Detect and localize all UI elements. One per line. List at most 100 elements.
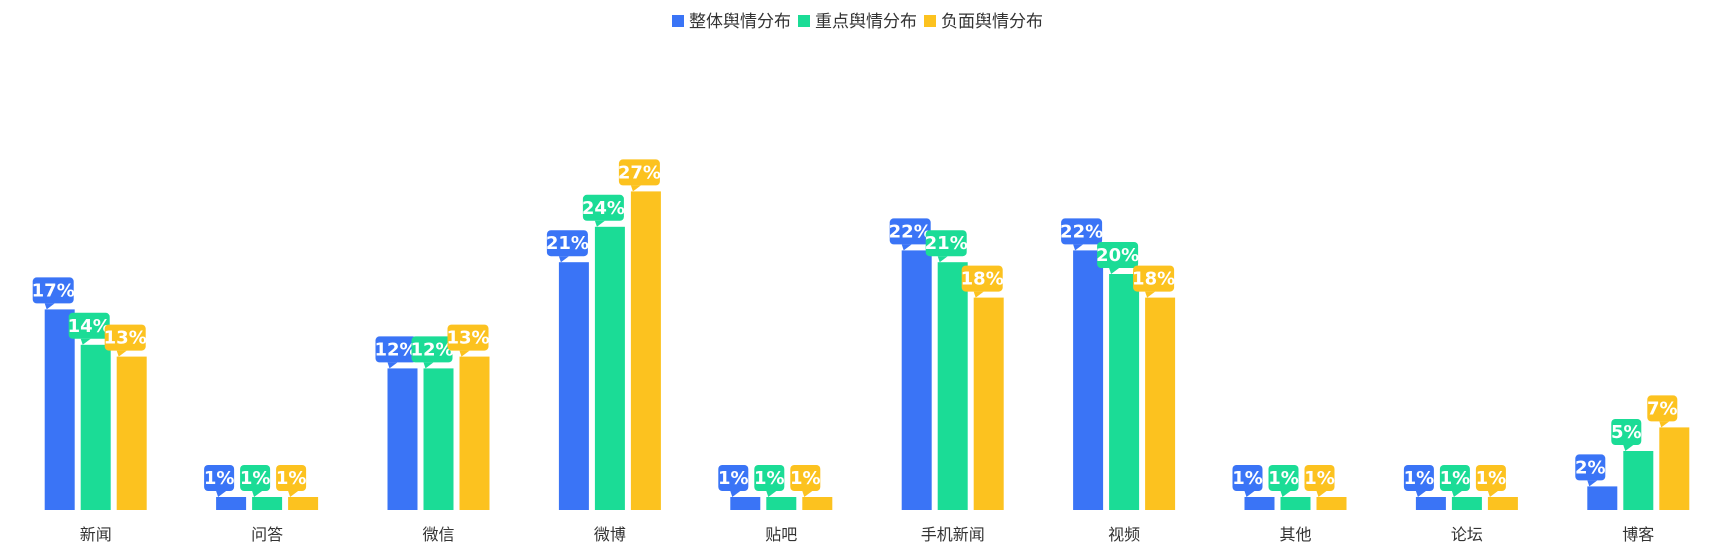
data-label-pointer <box>1280 491 1291 497</box>
bar[interactable] <box>1244 497 1275 510</box>
data-label: 1% <box>1404 465 1434 497</box>
legend-label: 重点舆情分布 <box>815 12 917 32</box>
legend-item[interactable]: 重点舆情分布 <box>798 12 917 32</box>
data-label-bubble <box>1647 395 1678 422</box>
data-label-text: 7% <box>1647 398 1678 419</box>
data-label-pointer <box>1316 491 1327 497</box>
bar[interactable] <box>80 344 111 510</box>
bar[interactable] <box>1623 451 1654 510</box>
legend-item[interactable]: 负面舆情分布 <box>924 12 1043 32</box>
bar[interactable] <box>766 497 797 510</box>
data-label-bubble <box>1097 242 1139 268</box>
x-tick-label: 其他 <box>1279 525 1311 544</box>
data-label-pointer <box>116 350 127 357</box>
data-label-bubble <box>546 230 588 257</box>
bar[interactable] <box>1280 497 1311 510</box>
x-tick-label: 论坛 <box>1451 525 1483 544</box>
data-label-text: 1% <box>754 468 785 489</box>
data-label-bubble <box>411 336 453 363</box>
data-label-bubble <box>582 194 624 221</box>
data-label-pointer <box>423 362 434 369</box>
data-label-bubble <box>375 336 417 363</box>
data-label-text: 1% <box>1476 468 1507 489</box>
bar[interactable] <box>252 497 283 510</box>
bar[interactable] <box>1487 497 1518 510</box>
bar[interactable] <box>901 250 932 510</box>
x-tick-label: 博客 <box>1622 525 1654 544</box>
data-label: 17% <box>32 277 75 310</box>
data-label-bubble <box>790 465 821 491</box>
legend-item[interactable]: 整体舆情分布 <box>672 12 791 32</box>
bar[interactable] <box>1451 497 1482 510</box>
data-label: 20% <box>1096 242 1139 274</box>
data-label-pointer <box>730 491 741 497</box>
data-label-text: 21% <box>925 233 968 254</box>
bar[interactable] <box>1415 497 1446 510</box>
data-label-bubble <box>1232 465 1263 491</box>
bar[interactable] <box>1659 427 1690 510</box>
data-label: 1% <box>1268 465 1299 497</box>
data-label-text: 22% <box>1060 221 1103 242</box>
data-label-bubble <box>104 324 146 351</box>
bar[interactable] <box>594 226 625 511</box>
data-label-bubble <box>1133 265 1175 292</box>
data-label: 18% <box>1132 265 1175 298</box>
data-label-pointer <box>630 185 641 192</box>
bar[interactable] <box>423 368 454 510</box>
data-label-text: 24% <box>582 198 625 219</box>
data-label: 5% <box>1611 419 1642 451</box>
data-label: 18% <box>961 265 1004 298</box>
bar[interactable] <box>937 262 968 510</box>
legend-label: 负面舆情分布 <box>941 12 1043 32</box>
bar[interactable] <box>1145 297 1176 510</box>
data-label: 1% <box>754 465 785 497</box>
data-label: 1% <box>240 465 271 497</box>
bar[interactable] <box>288 497 319 510</box>
data-label-pointer <box>1587 480 1598 487</box>
bar[interactable] <box>1587 486 1618 510</box>
data-label-bubble <box>618 159 660 186</box>
bar[interactable] <box>387 368 418 510</box>
data-label-pointer <box>387 362 398 369</box>
data-label-pointer <box>1659 421 1670 428</box>
bar[interactable] <box>216 497 247 510</box>
data-label-pointer <box>288 491 299 497</box>
bar[interactable] <box>730 497 761 510</box>
data-label-bubble <box>276 465 307 491</box>
x-tick-label: 手机新闻 <box>921 525 985 544</box>
data-label-text: 1% <box>1268 468 1299 489</box>
bar[interactable] <box>44 309 75 510</box>
data-label-bubble <box>1061 218 1103 245</box>
chart-legend: 整体舆情分布 重点舆情分布 负面舆情分布 <box>672 12 1043 32</box>
bar[interactable] <box>630 191 661 510</box>
data-label: 2% <box>1575 454 1606 487</box>
data-label-text: 14% <box>68 316 111 337</box>
legend-swatch <box>924 15 936 27</box>
bar[interactable] <box>459 356 490 510</box>
bar[interactable] <box>116 356 147 510</box>
bar[interactable] <box>1316 497 1347 510</box>
data-label: 21% <box>925 230 968 263</box>
data-label-bubble <box>925 230 967 257</box>
data-label-pointer <box>802 491 813 497</box>
bar[interactable] <box>558 262 589 510</box>
data-label-text: 12% <box>374 339 417 360</box>
data-label-text: 18% <box>961 269 1004 290</box>
data-label: 1% <box>718 465 749 497</box>
bar[interactable] <box>1073 250 1104 510</box>
data-label-text: 1% <box>204 468 235 489</box>
x-tick-label: 微博 <box>594 525 626 544</box>
data-label-pointer <box>1487 491 1498 497</box>
bar[interactable] <box>973 297 1004 510</box>
data-label-text: 1% <box>240 468 271 489</box>
legend-swatch <box>672 15 684 27</box>
bar[interactable] <box>1109 274 1140 510</box>
bar[interactable] <box>802 497 833 510</box>
data-label-text: 27% <box>618 162 661 183</box>
data-label-pointer <box>216 491 227 497</box>
data-label-text: 1% <box>276 468 307 489</box>
data-label-bubble <box>32 277 74 304</box>
data-label-text: 18% <box>1132 269 1175 290</box>
data-label-pointer <box>1244 491 1255 497</box>
data-label-pointer <box>594 220 605 227</box>
